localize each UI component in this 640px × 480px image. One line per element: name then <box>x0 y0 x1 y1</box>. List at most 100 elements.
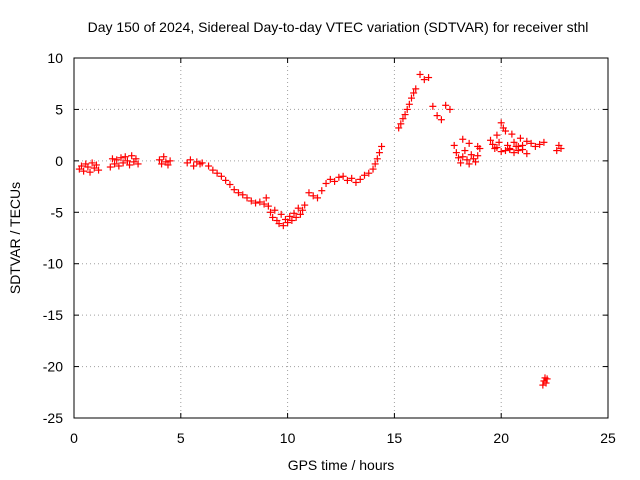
data-point <box>343 176 351 184</box>
data-point <box>348 174 356 182</box>
data-point <box>314 194 322 202</box>
data-point <box>290 209 298 217</box>
data-point <box>128 152 136 160</box>
data-point <box>472 158 480 166</box>
data-point <box>301 201 309 209</box>
data-point <box>80 167 88 175</box>
data-point <box>92 161 100 169</box>
data-point <box>158 160 166 168</box>
data-point <box>433 112 441 120</box>
data-point <box>271 206 279 214</box>
data-point <box>497 119 505 127</box>
data-point <box>198 159 206 167</box>
data-point <box>523 137 531 145</box>
data-point <box>106 163 114 171</box>
data-point <box>459 153 467 161</box>
data-point <box>401 111 409 119</box>
y-tick-label: 5 <box>55 101 63 117</box>
data-point <box>407 94 415 102</box>
data-point <box>205 162 213 170</box>
data-point <box>519 146 527 154</box>
data-point <box>514 142 522 150</box>
data-point <box>247 197 255 205</box>
data-point <box>442 101 450 109</box>
data-point <box>256 198 264 206</box>
data-point <box>360 171 368 179</box>
data-point <box>465 139 473 147</box>
data-point <box>375 149 383 157</box>
data-point <box>497 148 505 156</box>
data-point <box>489 140 497 148</box>
data-point <box>164 161 172 169</box>
data-point <box>536 140 544 148</box>
data-point <box>113 156 121 164</box>
data-point <box>553 147 561 155</box>
data-point <box>123 157 131 165</box>
data-point <box>264 202 272 210</box>
data-point <box>190 162 198 170</box>
data-point <box>121 153 129 161</box>
data-point <box>252 199 260 207</box>
data-point <box>523 150 531 158</box>
data-point <box>305 189 313 197</box>
data-point <box>371 160 379 168</box>
data-point <box>463 156 471 164</box>
data-point <box>286 212 294 220</box>
data-point <box>501 127 509 135</box>
data-point <box>508 130 516 138</box>
data-point <box>183 159 191 167</box>
data-point <box>292 213 300 221</box>
data-point <box>77 162 85 170</box>
data-point <box>506 145 514 153</box>
data-point <box>420 76 428 84</box>
x-tick-label: 25 <box>600 430 616 446</box>
data-point <box>117 154 125 162</box>
data-point <box>356 175 364 183</box>
data-points <box>75 70 565 389</box>
data-point <box>395 124 403 132</box>
x-tick-label: 5 <box>177 430 185 446</box>
data-point <box>457 159 465 167</box>
data-point <box>155 156 163 164</box>
data-point <box>166 157 174 165</box>
data-point <box>275 220 283 228</box>
data-point <box>126 161 134 169</box>
data-point <box>160 153 168 161</box>
data-point <box>369 165 377 173</box>
data-point <box>487 136 495 144</box>
y-axis-label: SDTVAR / TECUs <box>7 182 23 294</box>
data-point <box>352 178 360 186</box>
data-point <box>335 173 343 181</box>
data-point <box>322 179 330 187</box>
x-axis-label: GPS time / hours <box>288 457 395 473</box>
data-point <box>495 138 503 146</box>
data-point <box>378 142 386 150</box>
data-point <box>95 166 103 174</box>
data-point <box>452 149 460 157</box>
grid-lines <box>74 58 608 418</box>
plot-frame <box>73 57 609 419</box>
x-tick-label: 0 <box>70 430 78 446</box>
data-point <box>230 186 238 194</box>
data-point <box>450 141 458 149</box>
data-point <box>186 156 194 164</box>
data-point <box>510 138 518 146</box>
data-point <box>339 172 347 180</box>
x-tick-label: 20 <box>493 430 509 446</box>
data-point <box>284 219 292 227</box>
data-point <box>516 134 524 142</box>
data-point <box>111 160 119 168</box>
data-point <box>425 74 433 82</box>
x-tick-label: 15 <box>387 430 403 446</box>
data-point <box>399 115 407 123</box>
data-point <box>437 116 445 124</box>
y-tick-label: 0 <box>55 153 63 169</box>
data-point <box>134 160 142 168</box>
data-point <box>243 194 251 202</box>
data-point <box>373 155 381 163</box>
data-point <box>465 160 473 168</box>
data-point <box>446 105 454 113</box>
data-point <box>309 192 317 200</box>
data-point <box>86 168 94 176</box>
